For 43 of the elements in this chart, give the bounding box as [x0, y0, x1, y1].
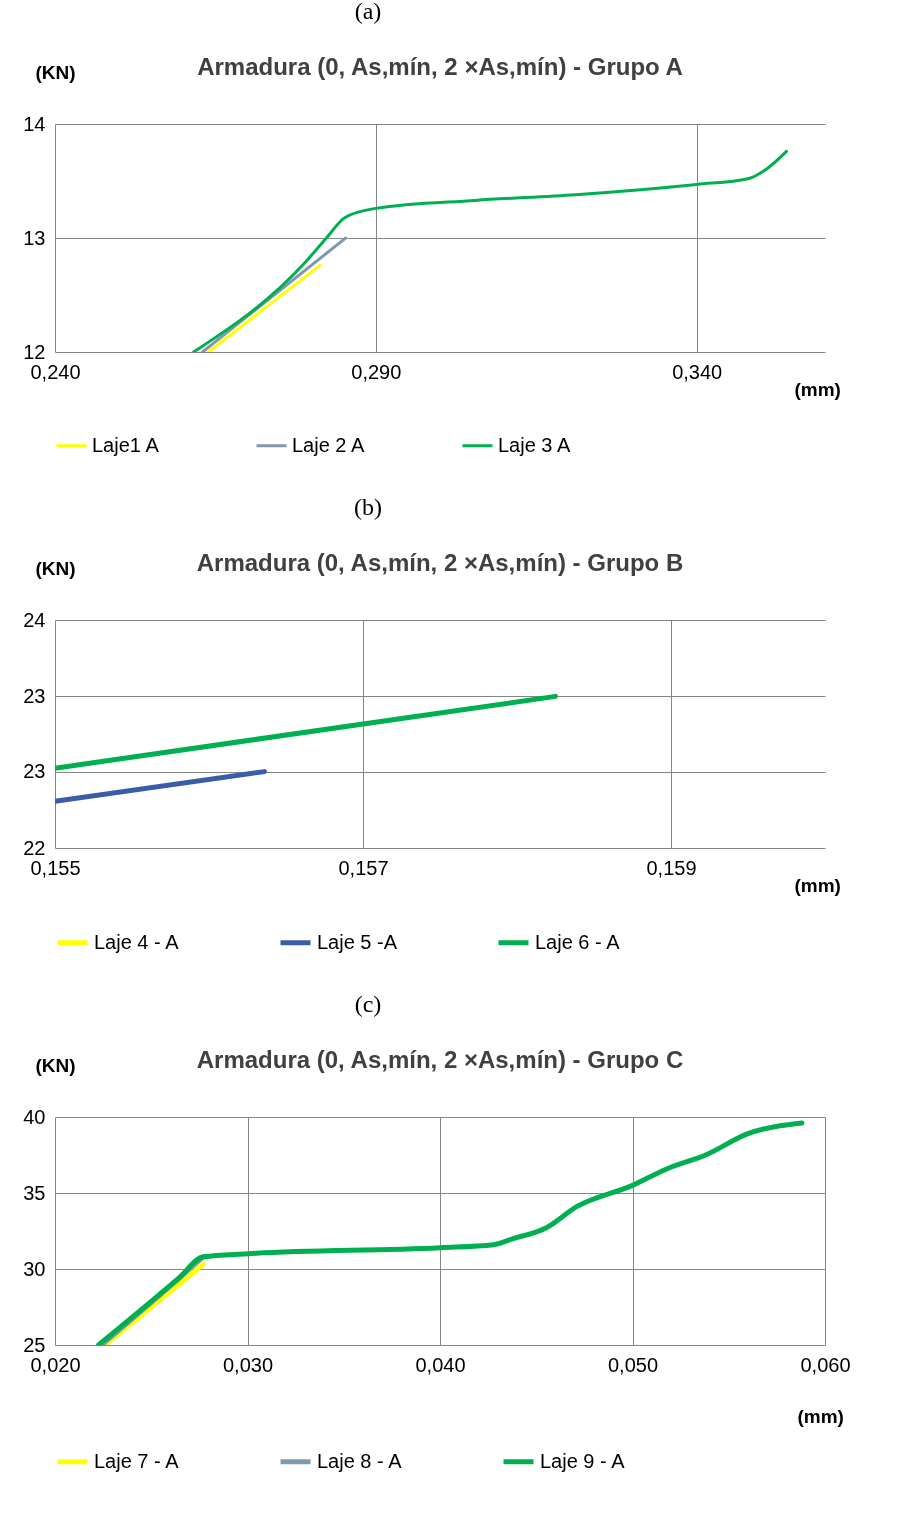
x-tick-label: 0,030	[222, 1353, 274, 1376]
x-axis-title: (mm)	[797, 1405, 844, 1427]
y-axis-title: (KN)	[35, 557, 76, 579]
y-tick-label: 23	[23, 760, 46, 783]
chart-title: Armadura (0, As,mín, 2 ×As,mín) - Grupo A	[197, 53, 683, 80]
text: (a)	[354, 0, 382, 24]
y-tick-label: 25	[23, 1333, 46, 1356]
y-tick-label: 40	[23, 1105, 46, 1128]
x-tick-label: 0,159	[646, 856, 697, 879]
y-tick-label: 23	[23, 684, 46, 707]
y-tick-label: 12	[23, 340, 46, 363]
legend-label: Laje 5 -A	[317, 930, 398, 953]
x-tick-label: 0,020	[30, 1353, 81, 1376]
x-tick-label: 0,060	[800, 1353, 851, 1376]
legend-label: Laje 4 - A	[94, 930, 180, 953]
legend-label: Laje 9 - A	[540, 1449, 626, 1472]
x-tick-label: 0,240	[30, 360, 81, 383]
legend-label: Laje 8 - A	[317, 1449, 403, 1472]
legend-label: Laje 2 A	[292, 433, 365, 456]
x-tick-label: 0,290	[351, 360, 402, 383]
x-tick-label: 0,157	[338, 856, 389, 879]
legend-label: Laje 7 - A	[94, 1449, 180, 1472]
text: (c)	[354, 991, 382, 1017]
y-tick-label: 30	[23, 1257, 46, 1280]
chart-title: Armadura (0, As,mín, 2 ×As,mín) - Grupo C	[196, 1046, 684, 1073]
x-tick-label: 0,040	[415, 1353, 466, 1376]
x-axis-title: (mm)	[794, 378, 841, 400]
legend-label: Laje 6 - A	[535, 930, 621, 953]
y-tick-label: 22	[23, 836, 46, 859]
legend-label: Laje 3 A	[498, 433, 571, 456]
x-axis-title: (mm)	[794, 874, 841, 896]
legend-label: Laje1 A	[92, 433, 160, 456]
chart-title: Armadura (0, As,mín, 2 ×As,mín) - Grupo B	[196, 549, 684, 576]
y-tick-label: 14	[23, 112, 46, 135]
x-tick-label: 0,340	[672, 360, 723, 383]
y-axis-title: (KN)	[35, 61, 76, 83]
x-tick-label: 0,050	[607, 1353, 659, 1376]
y-tick-label: 13	[23, 226, 46, 249]
x-tick-label: 0,155	[30, 856, 81, 879]
y-tick-label: 24	[23, 608, 46, 631]
y-axis-title: (KN)	[35, 1054, 76, 1076]
text: (b)	[354, 494, 382, 520]
y-tick-label: 35	[23, 1181, 46, 1204]
